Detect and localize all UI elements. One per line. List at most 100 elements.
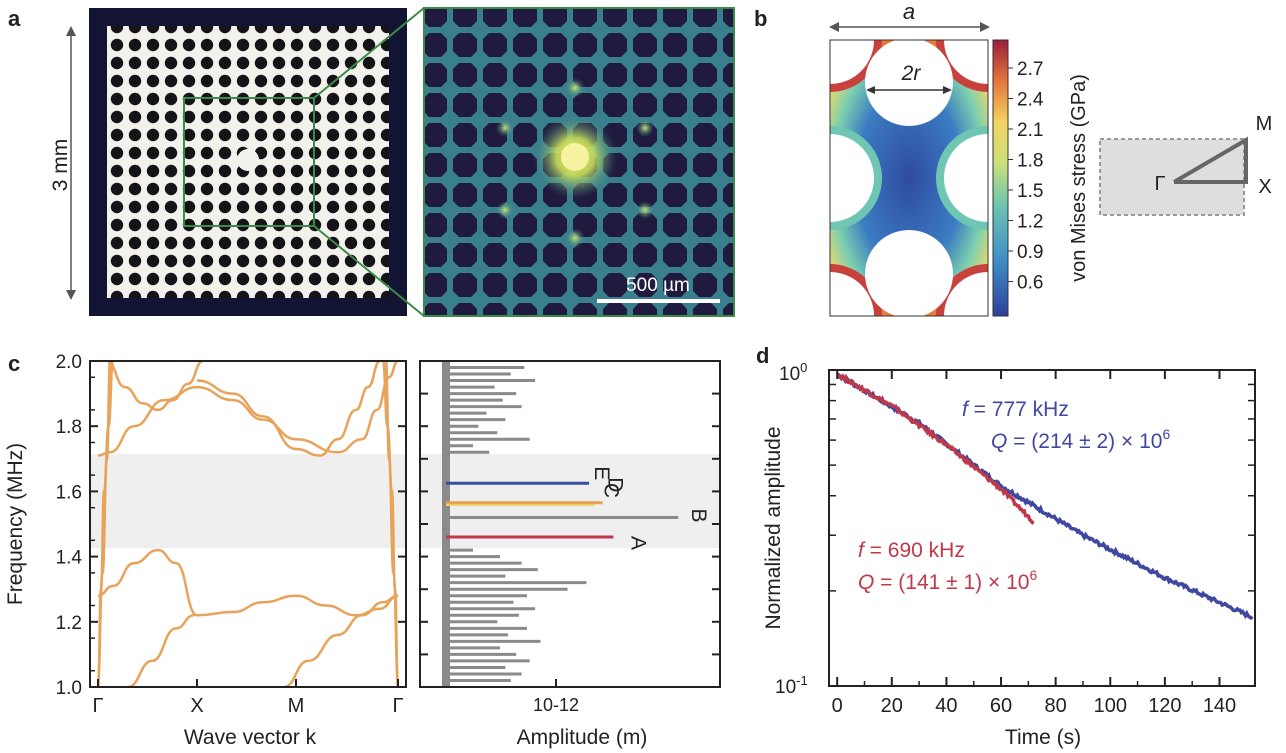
mode-E-label: E [590,466,613,480]
hole [830,134,874,222]
defect-mode-core [561,143,589,171]
panel-label-c: c [8,351,20,376]
y-tick-bottom: 10-1 [775,673,808,698]
ringdown-ticks: 0 20 40 60 80 100 120 140 [829,369,1255,717]
brillouin-zone [1099,138,1245,216]
spectrum-x-tick: 10-12 [533,695,579,715]
bz-m: M [1256,113,1273,135]
legend-777-q: Q = (214 ± 2) × 106 [991,426,1170,453]
band-axes-frame [89,360,407,688]
scale-arrow-head-bottom [66,290,76,300]
band-y-ticks: 1.0 1.2 1.4 1.6 1.8 2.0 [56,352,406,699]
colorbar-tick-label: 2.4 [1017,90,1044,111]
bz-gamma: Γ [1154,173,1165,195]
hole [830,272,874,316]
diameter-arrow-right [943,86,952,94]
spectrum-ticks: A B CDE [420,360,720,688]
hotspot [565,78,585,98]
mode-B-label: B [687,508,710,522]
panel-label-a: a [8,6,21,31]
hole [944,134,988,222]
band-y-tick-label: 1.8 [56,417,82,438]
hole [865,40,953,126]
ringdown-x-tick-label: 60 [990,695,1012,717]
colorbar-title: von Mises stress (GPa) [1068,74,1090,282]
bz-x: X [1258,176,1271,198]
colorbar-ticks: 2.7 2.4 2.1 1.8 1.5 1.2 0.9 0.6 [1008,59,1044,294]
zoom-line-bottom [313,225,425,317]
irreducible-zone-path [1172,136,1248,184]
ringdown-x-tick-label: 0 [832,695,843,717]
mode-A-label: A [626,536,649,550]
y-tick-top: 100 [779,360,807,385]
band-y-tick-label: 2.0 [56,352,82,373]
band-y-tick-label: 1.4 [56,548,83,569]
ringdown-x-tick-label: 20 [881,695,903,717]
legend-690-f: f = 690 kHz [858,539,965,562]
legend-777: f = 777 kHz Q = (214 ± 2) × 106 [962,398,1170,453]
panel-label-d: d [756,343,769,368]
hole [944,272,988,316]
colorbar-tick-label: 1.5 [1017,181,1043,202]
band-band-lower-2 [127,614,195,687]
ringdown-series-1 [836,373,1035,525]
hotspot [636,119,654,137]
band-x-tick-label: Γ [92,695,103,717]
hotspot [636,201,654,219]
scale-bar [597,299,720,303]
hole [944,40,988,84]
diameter-arrow-left [866,86,875,94]
band-structure [96,361,400,687]
spectrum-x-label: Amplitude (m) [517,726,648,749]
ringdown-series [836,372,1254,621]
legend-690: f = 690 kHz Q = (141 ± 1) × 106 [858,539,1037,594]
band-y-tick-label: 1.2 [56,613,82,634]
colorbar-tick-label: 2.1 [1017,120,1043,141]
band-x-label: Wave vector k [184,726,317,749]
panel-b: b a 2r 2.72.42.11 [754,0,1273,317]
scale-label-3mm: 3 mm [49,139,72,192]
colorbar-tick-label: 1.2 [1017,212,1043,233]
spectrum [442,361,679,687]
lattice-arrow-left [829,22,839,32]
hotspot [565,228,585,248]
panel-d: d 0 20 40 60 80 100 120 140 Normalized amplitud… [756,343,1256,749]
scale-arrow-head-top [66,26,76,36]
ringdown-x-tick-label: 140 [1203,695,1236,717]
band-x-tick-label: Γ [392,695,403,717]
band-edge-left-b [96,361,112,682]
hole [830,40,874,84]
colorbar-tick-label: 0.9 [1017,242,1043,263]
band-band-upper-1 [97,361,399,457]
band-band-upper-2 [106,361,204,412]
band-y-tick-label: 1.6 [56,482,82,503]
band-y-tick-label: 1.0 [56,678,82,699]
noise-floor [442,361,450,687]
colorbar-tick-label: 1.8 [1017,151,1043,172]
hole [865,230,953,316]
unit-cell [830,40,988,316]
zoom-box [183,97,315,227]
bandgap-shade-right [420,454,720,548]
zoom-line-top [313,7,425,99]
ringdown-x-tick-label: 120 [1148,695,1181,717]
colorbar [992,39,1009,317]
band-x-tick-label: X [190,695,203,717]
bandgap-shade-left [90,454,406,548]
colorbar-tick-label: 0.6 [1017,273,1043,294]
panel-label-b: b [754,6,767,31]
legend-690-q: Q = (141 ± 1) × 106 [858,567,1037,594]
colorbar-tick-label: 2.7 [1017,59,1043,80]
ringdown-x-tick-label: 40 [935,695,957,717]
hotspot [496,201,514,219]
mode-D-label: D [604,477,627,492]
unit-cell-border [829,39,989,317]
defect-center [237,149,259,171]
lattice-label: a [903,0,915,24]
band-band-lower-1 [97,548,399,617]
ringdown-x-label: Time (s) [1005,726,1081,749]
scale-bar-label: 500 µm [626,275,690,296]
panel-a: a 3 mm 500 µm [8,6,735,317]
